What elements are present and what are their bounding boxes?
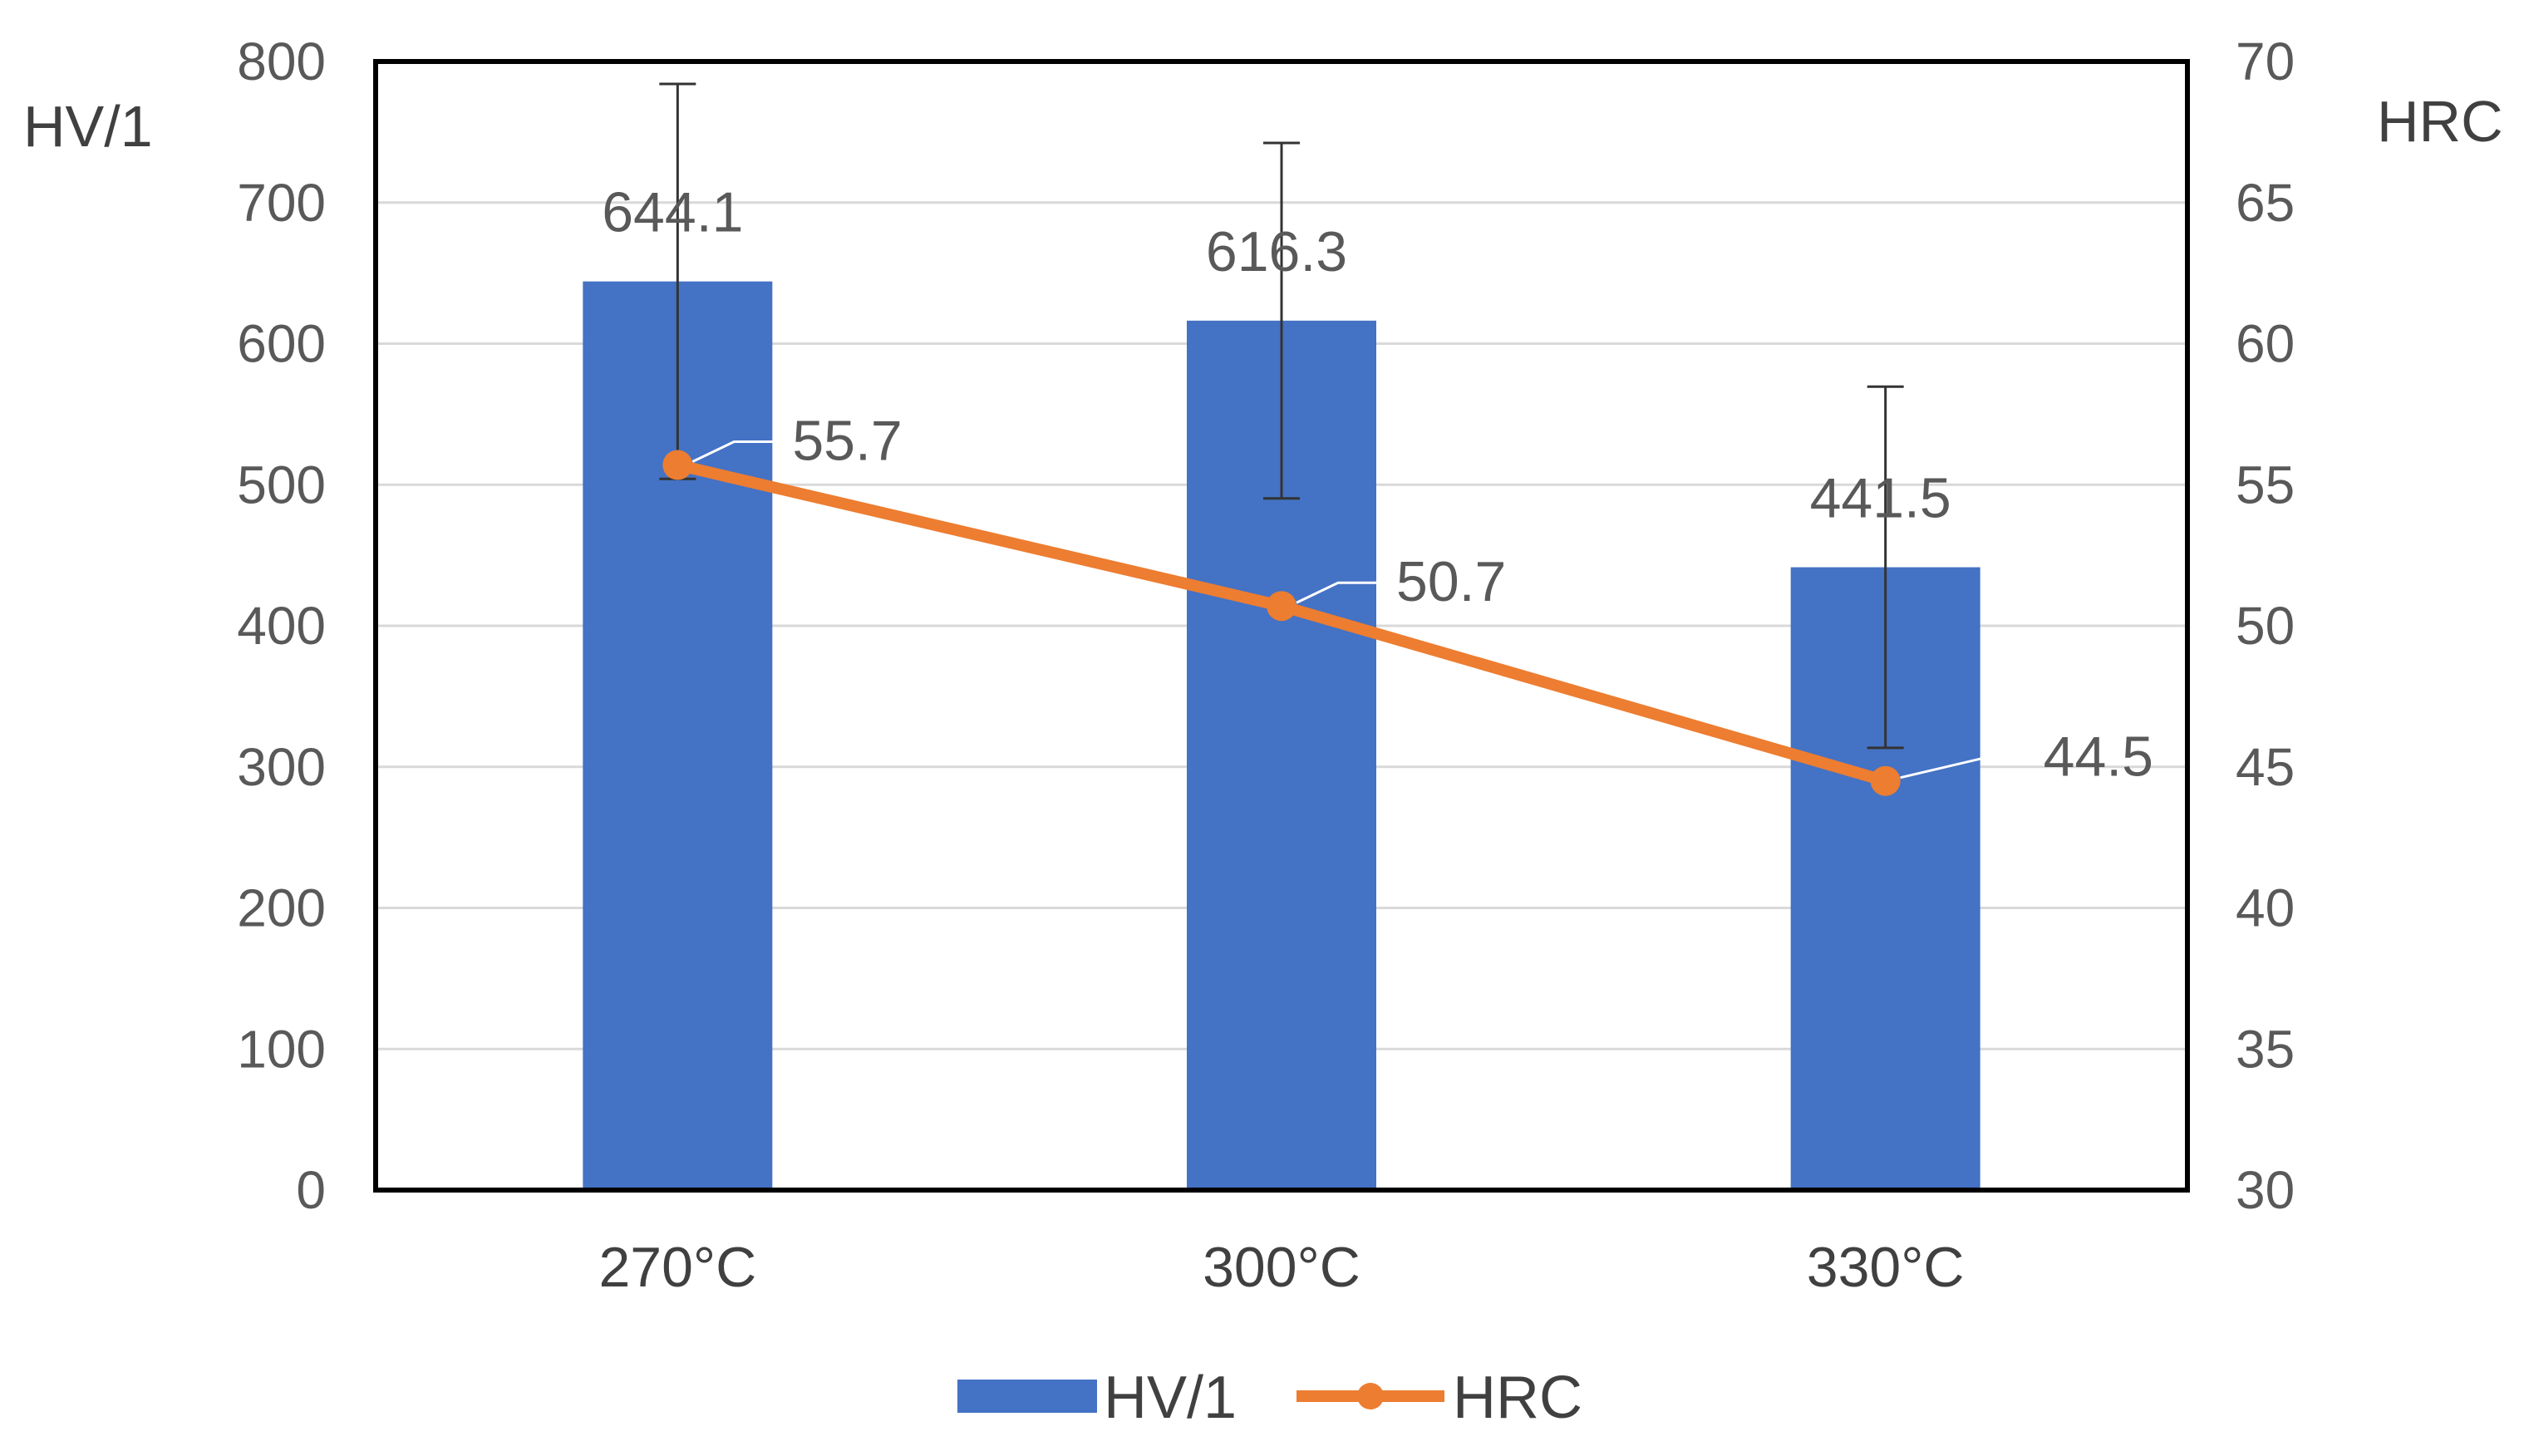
left-tick-label: 300 — [237, 737, 326, 797]
error-bars — [659, 82, 1904, 750]
category-label: 270°C — [598, 1236, 756, 1299]
right-tick-label: 65 — [2236, 173, 2295, 233]
bar-data-labels: 644.1 616.3 441.5 — [602, 181, 1951, 530]
right-axis-ticks: 30 35 40 45 50 55 60 65 70 — [2236, 32, 2295, 1220]
bar-data-label: 644.1 — [602, 181, 743, 244]
hrc-point — [1267, 591, 1296, 622]
left-tick-label: 700 — [237, 173, 326, 233]
legend-swatch-hv — [957, 1380, 1097, 1413]
right-axis-title: HRC — [2377, 89, 2503, 154]
line-data-label: 55.7 — [792, 409, 902, 472]
left-axis-ticks: 0 100 200 300 400 500 600 700 800 — [237, 32, 326, 1220]
right-tick-label: 30 — [2236, 1160, 2295, 1220]
bar-data-label: 616.3 — [1206, 220, 1347, 283]
leader-lines — [691, 440, 2034, 780]
category-label: 330°C — [1807, 1236, 1965, 1299]
legend: HV/1 HRC — [957, 1365, 1582, 1431]
legend-label-hv: HV/1 — [1104, 1365, 1237, 1431]
left-tick-label: 800 — [237, 32, 326, 91]
hrc-point — [1870, 765, 1901, 796]
category-labels: 270°C 300°C 330°C — [598, 1236, 1964, 1299]
left-tick-label: 100 — [237, 1019, 326, 1079]
right-tick-label: 55 — [2236, 455, 2295, 514]
right-tick-label: 50 — [2236, 596, 2295, 656]
legend-label-hrc: HRC — [1453, 1365, 1582, 1431]
plot-area-frame — [373, 59, 2190, 1193]
line-data-labels: 55.7 50.7 44.5 — [792, 409, 2153, 788]
left-axis-title: HV/1 — [23, 94, 153, 159]
line-series — [662, 450, 1901, 796]
hrc-point — [662, 450, 693, 480]
right-tick-label: 45 — [2236, 737, 2295, 797]
category-label: 300°C — [1203, 1236, 1360, 1299]
leader-line — [1900, 756, 2034, 780]
left-tick-label: 400 — [237, 596, 326, 656]
leader-line — [1296, 581, 1386, 604]
line-data-label: 50.7 — [1396, 550, 1506, 613]
right-tick-label: 40 — [2236, 878, 2295, 938]
right-tick-label: 35 — [2236, 1019, 2295, 1079]
left-tick-label: 0 — [296, 1160, 326, 1220]
leader-line — [691, 440, 783, 463]
legend-marker-hrc — [1357, 1383, 1384, 1409]
right-tick-label: 60 — [2236, 314, 2295, 374]
right-tick-label: 70 — [2236, 32, 2295, 91]
line-data-label: 44.5 — [2044, 726, 2153, 789]
bar-data-label: 441.5 — [1810, 467, 1951, 530]
left-tick-label: 200 — [237, 878, 326, 938]
left-tick-label: 500 — [237, 455, 326, 514]
left-tick-label: 600 — [237, 314, 326, 374]
